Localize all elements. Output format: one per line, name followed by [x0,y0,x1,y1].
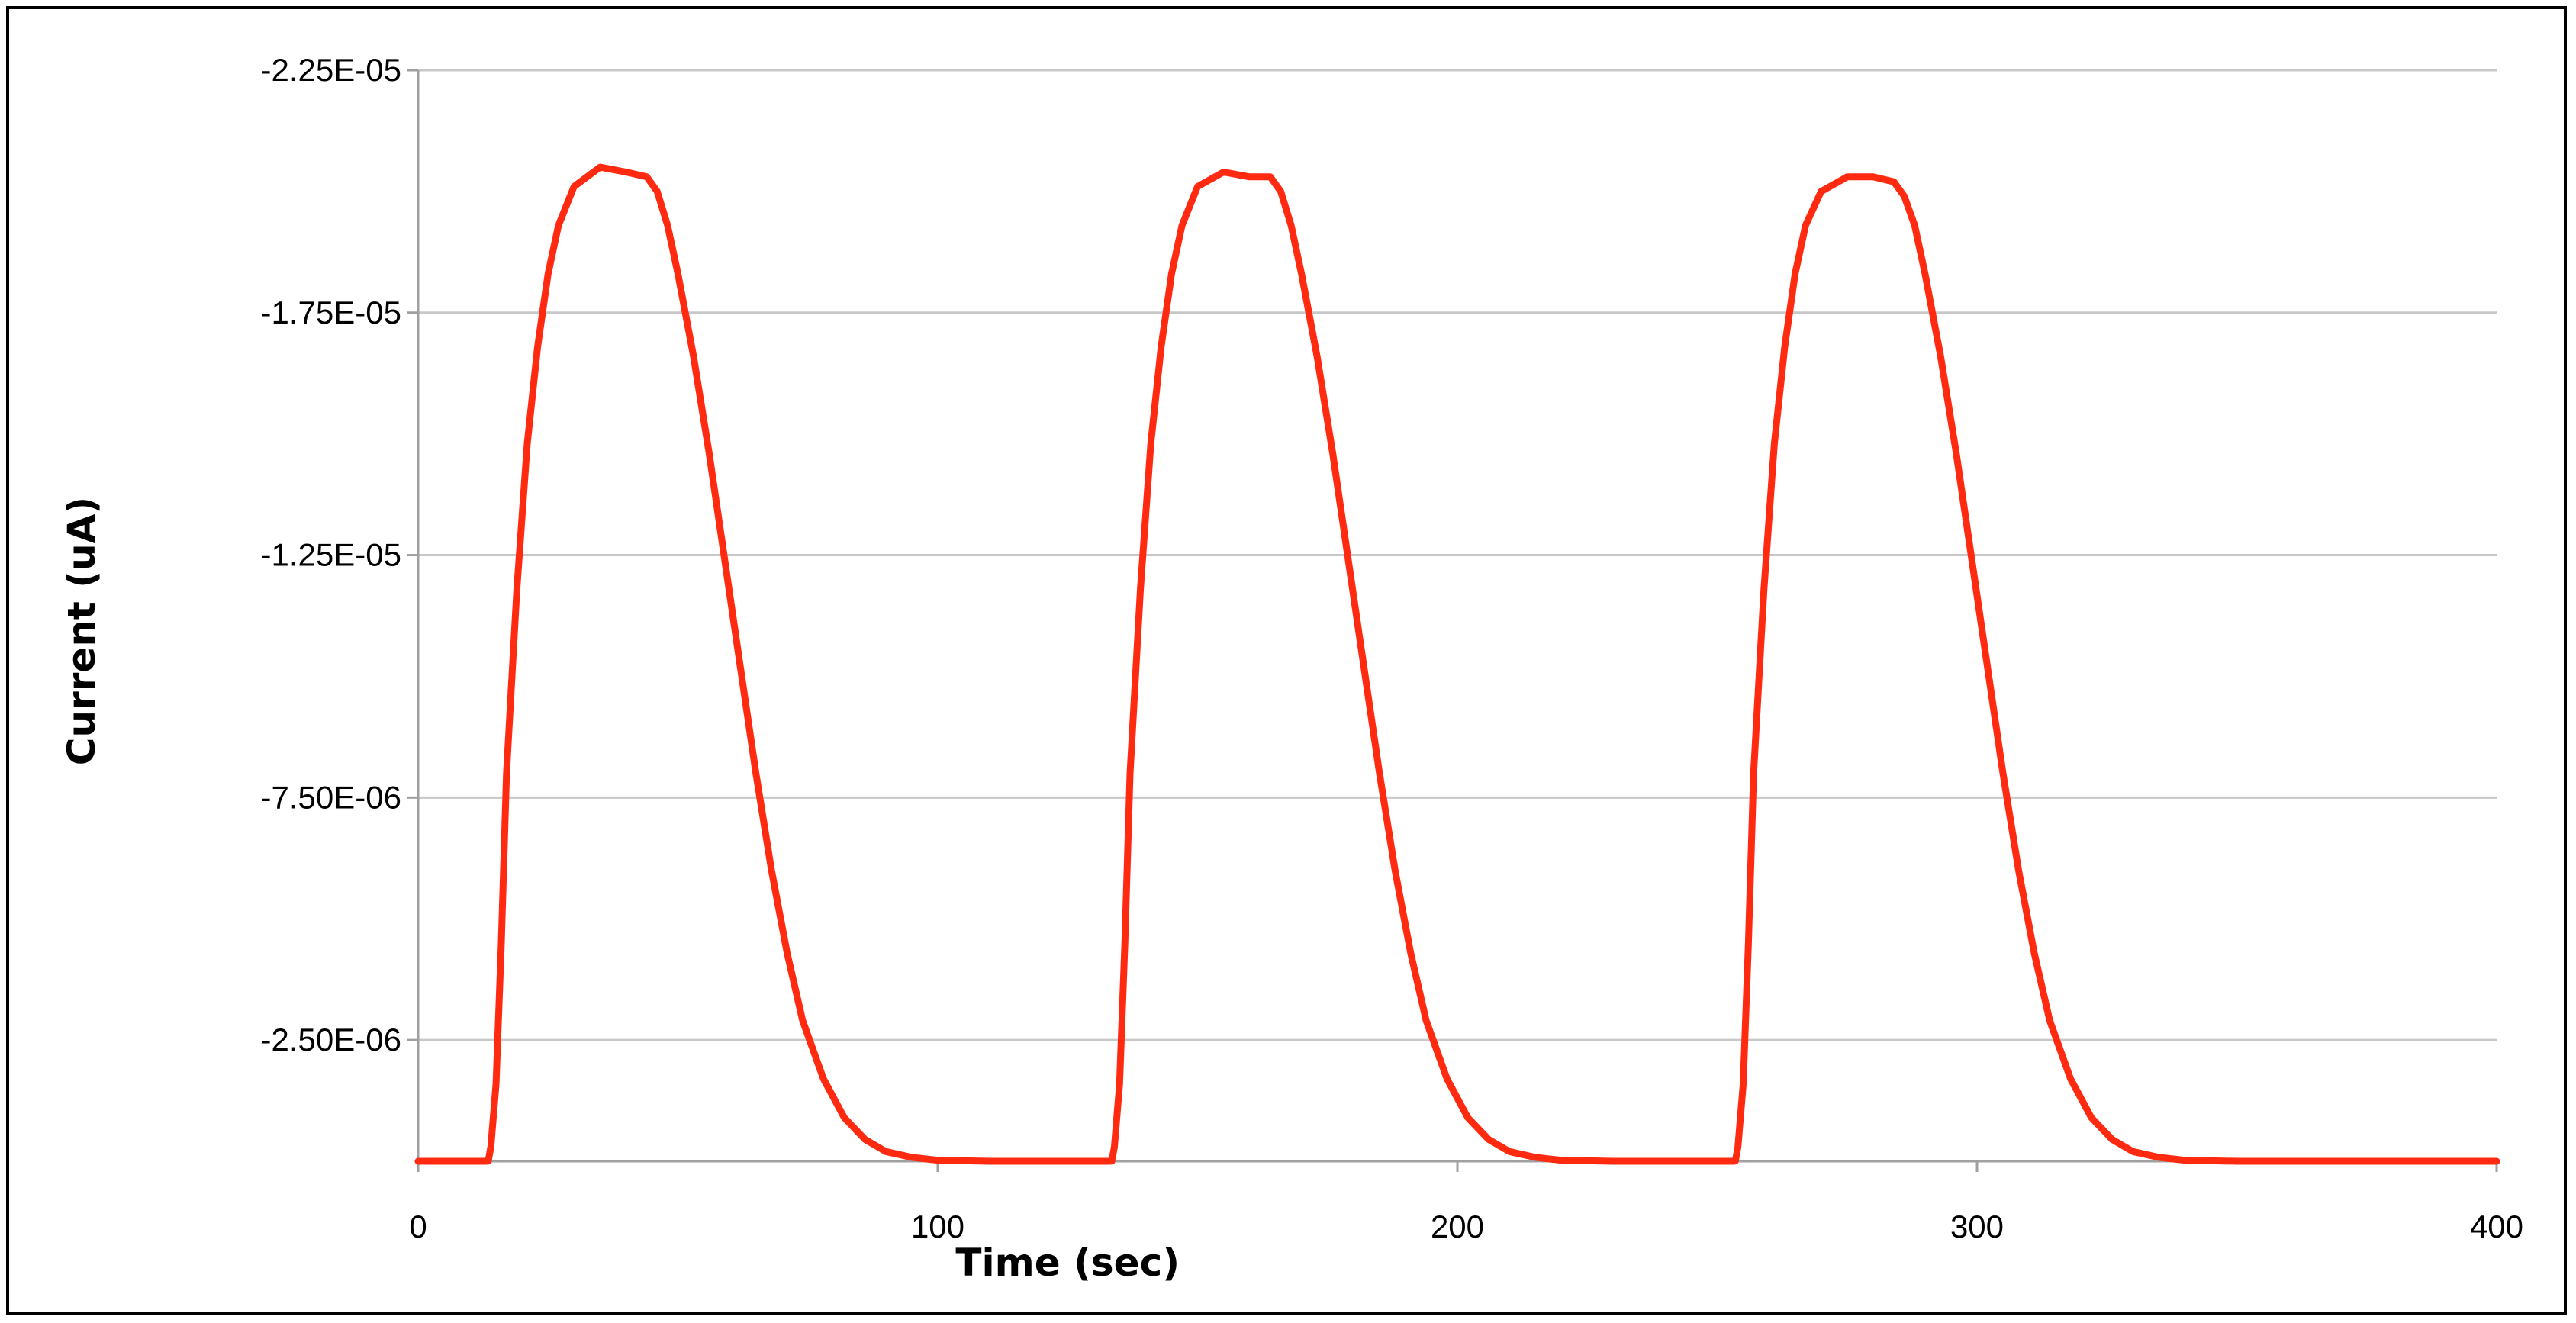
series-line-0 [414,163,2500,1165]
x-axis-ticks: 0 100 200 300 400 [409,1161,2523,1244]
y-axis-ticks: -2.25E-05 -1.75E-05 -1.25E-05 -7.50E-06 -2.5… [261,52,418,1057]
x-tick-label-2: 200 [1431,1209,1484,1244]
x-tick-label-4: 400 [2470,1209,2523,1244]
y-tick-label-0: -2.25E-05 [261,52,401,88]
y-tick-label-3: -7.50E-06 [261,779,401,815]
y-axis-title: Current (uA) [60,497,104,765]
x-axis-title: Time (sec) [955,1241,1180,1285]
x-tick-label-1: 100 [911,1209,964,1244]
series-layer [414,163,2500,1165]
x-tick-label-0: 0 [409,1209,427,1244]
chart-frame: -2.25E-05 -1.75E-05 -1.25E-05 -7.50E-06 -2.5… [6,6,2567,1315]
x-tick-label-3: 300 [1950,1209,2004,1244]
y-tick-label-2: -1.25E-05 [261,537,401,573]
y-tick-label-4: -2.50E-06 [261,1022,401,1057]
gridlines [418,69,2497,1041]
y-tick-label-1: -1.75E-05 [261,295,401,330]
current-time-chart: -2.25E-05 -1.75E-05 -1.25E-05 -7.50E-06 -2.5… [60,52,2523,1285]
